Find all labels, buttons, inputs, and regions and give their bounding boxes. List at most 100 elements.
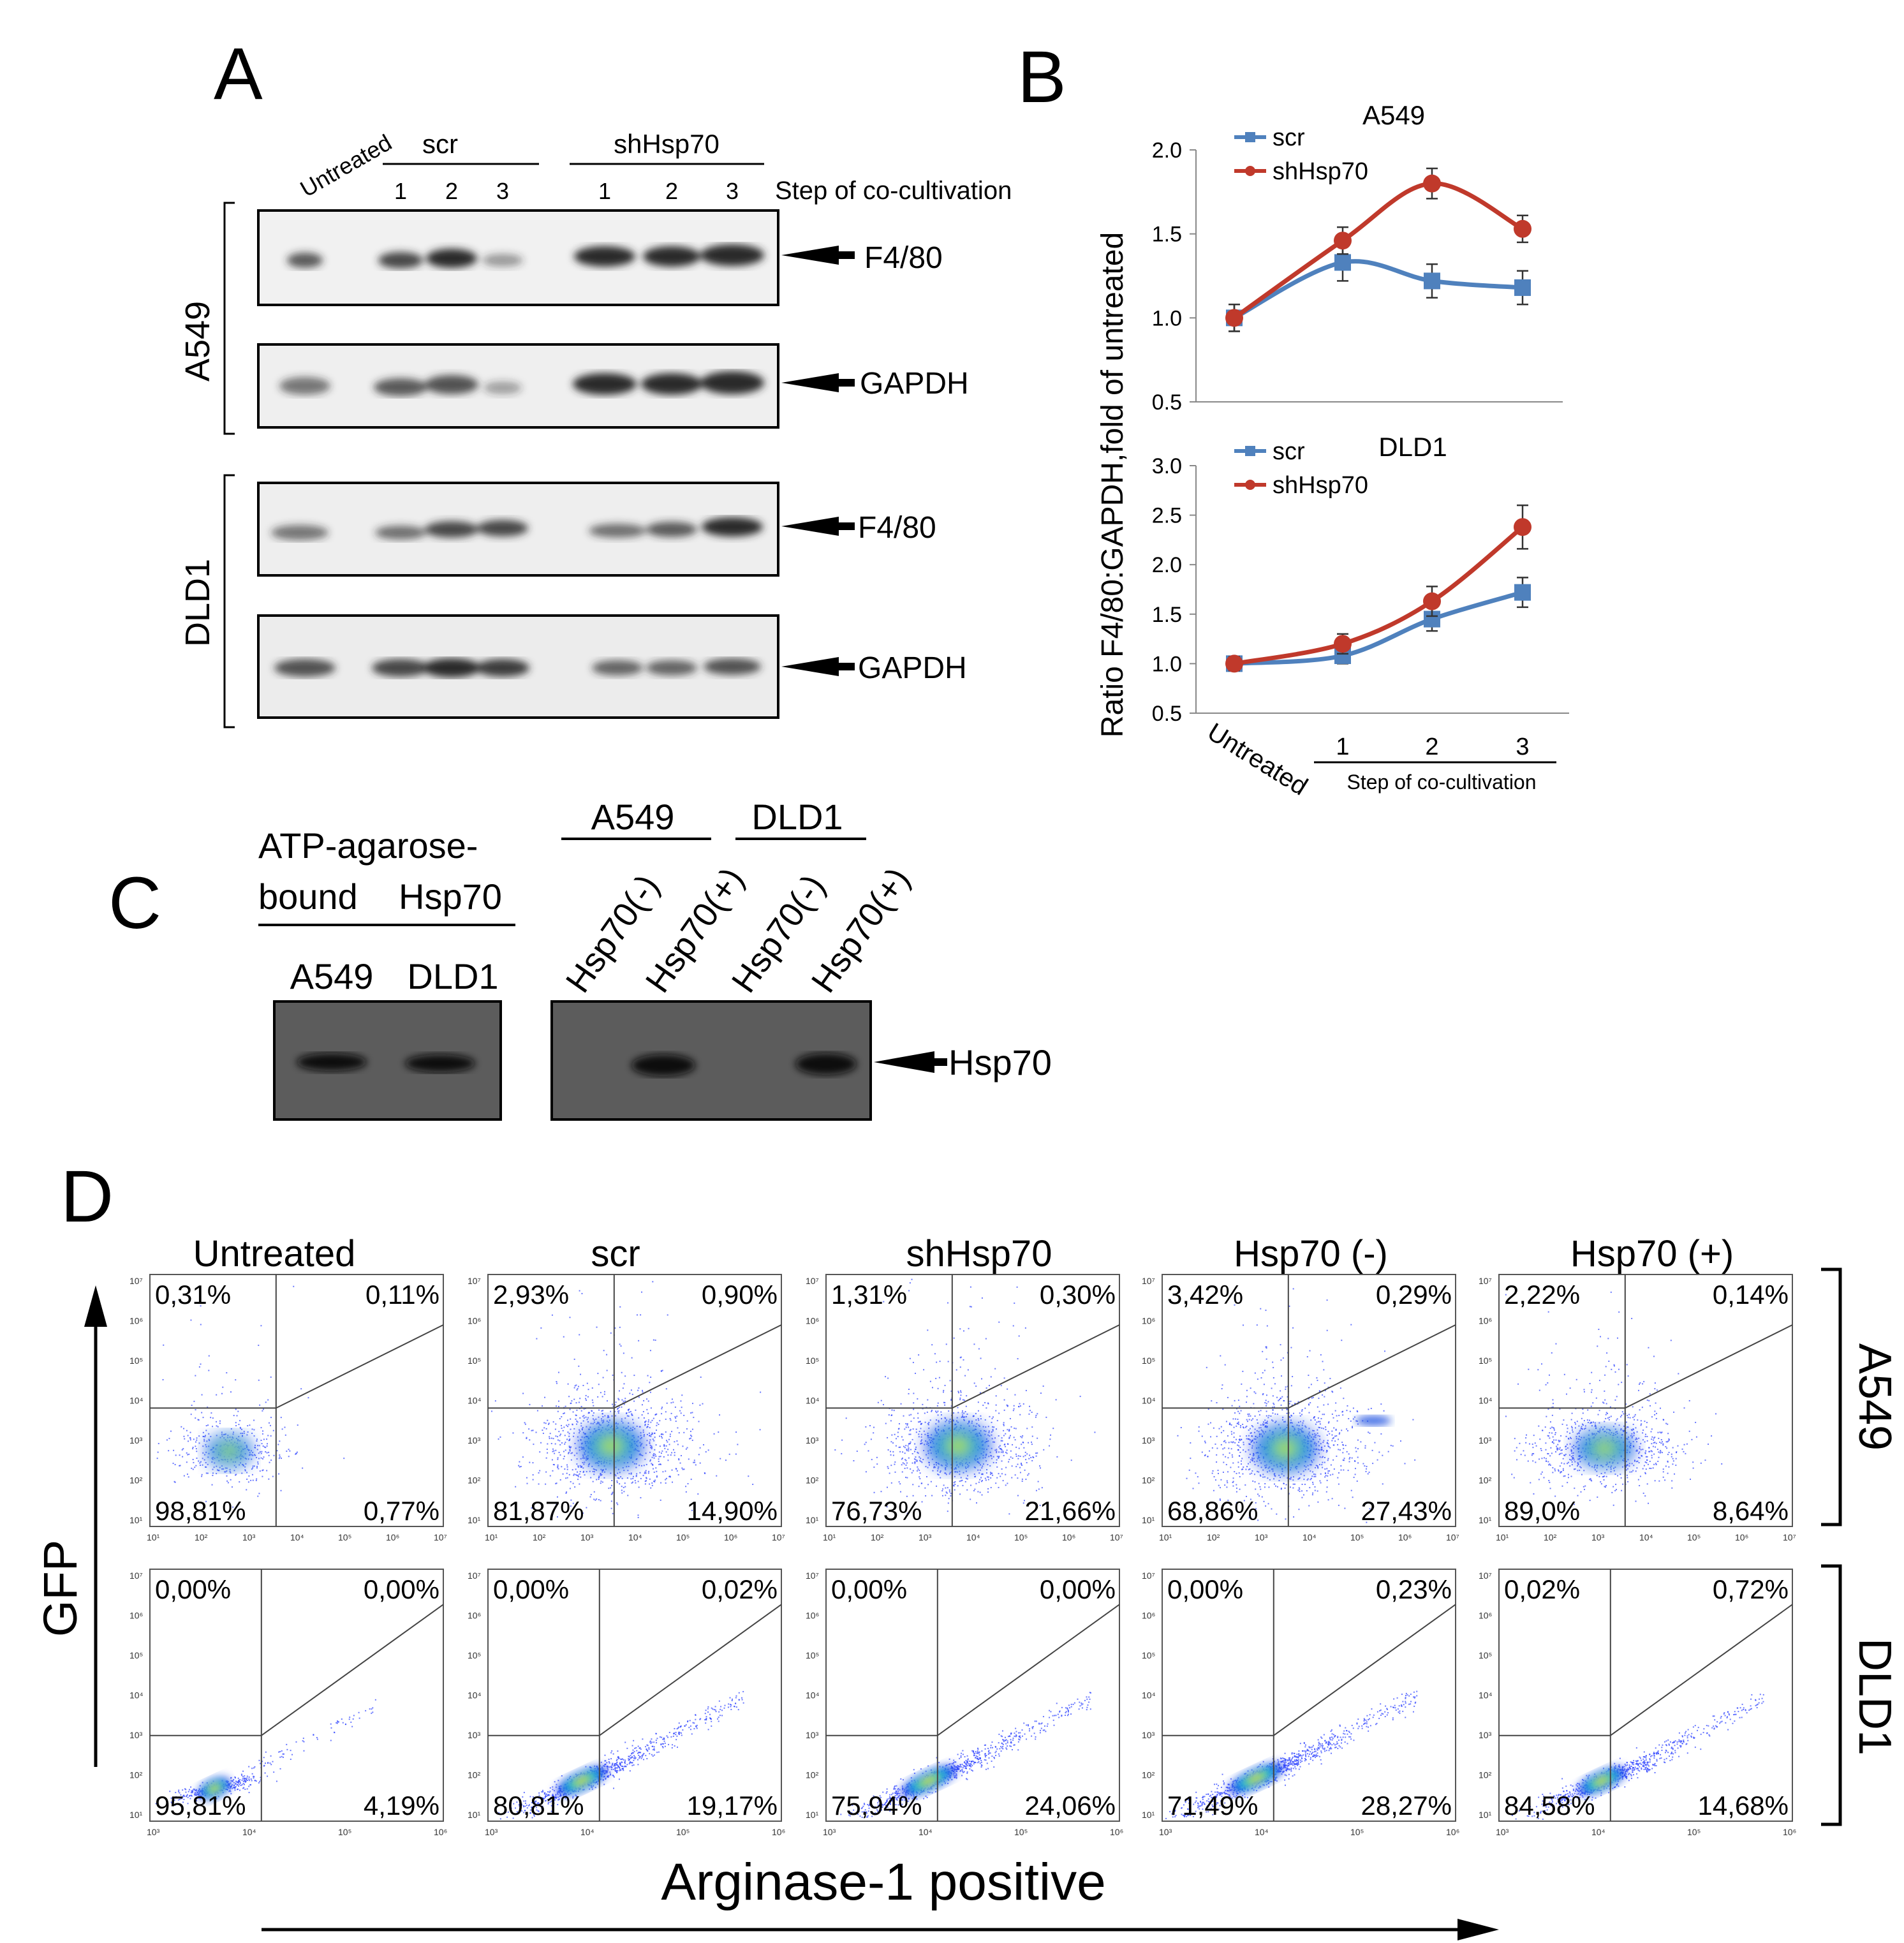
x-tick-label: 10² <box>1544 1532 1557 1542</box>
panel-c: C ATP-agarose- bound Hsp70 A549 DLD1 A54… <box>108 797 1052 1121</box>
flow-plot-dld1-4: 10⁷ 10⁶ 10⁵ 10⁴ 10³ 10² 10¹ 10³ 10⁴ 10⁵ 10⁶ 0,02% 0,… <box>1479 1569 1796 1837</box>
x-tick-label: 10⁶ <box>772 1827 785 1837</box>
x-tick-label: 10³ <box>1496 1827 1509 1837</box>
y-tick-label: 10⁶ <box>806 1611 819 1621</box>
x-tick-label: 10³ <box>823 1827 836 1837</box>
x-tick-label: 10² <box>533 1532 546 1542</box>
x-tick-label: 10¹ <box>1496 1532 1509 1542</box>
quadrant-percent-ur: 0,72% <box>1713 1574 1789 1604</box>
x-tick-label: 10² <box>195 1532 208 1542</box>
x-tick-label: 10⁶ <box>1398 1532 1412 1542</box>
xcat-untreated: Untreated <box>1202 718 1312 801</box>
x-tick-label: 10⁶ <box>1110 1827 1123 1837</box>
flow-plot-dld1-3: 10⁷ 10⁶ 10⁵ 10⁴ 10³ 10² 10¹ 10³ 10⁴ 10⁵ 10⁶ 0,00% 0,… <box>1142 1569 1459 1837</box>
y-tick-label: 10³ <box>1479 1435 1492 1445</box>
y-tick-label: 10⁵ <box>129 1356 143 1366</box>
axis-ticks: 10⁷ 10⁶ 10⁵ 10⁴ 10³ 10² 10¹ 10¹ 10² 10³ 10⁴ 10⁵ 10⁶ 1… <box>1142 1276 1459 1542</box>
x-tick-label: 10⁵ <box>676 1532 690 1542</box>
axis-ticks: 10⁷ 10⁶ 10⁵ 10⁴ 10³ 10² 10¹ 10¹ 10² 10³ 10⁴ 10⁵ 10⁶ 1… <box>1479 1276 1796 1542</box>
quadrant-percent-lr: 24,06% <box>1025 1791 1116 1821</box>
diagonal-gate <box>952 1324 1120 1409</box>
diagonal-gate <box>261 1604 444 1736</box>
legend-scr: scr <box>1273 438 1305 465</box>
quadrant-percent-ul: 1,31% <box>831 1280 907 1310</box>
cell-line-dld1-label: DLD1 <box>179 559 217 647</box>
axis-ticks: 10⁷ 10⁶ 10⁵ 10⁴ 10³ 10² 10¹ 10³ 10⁴ 10⁵ 10⁶ <box>1479 1570 1796 1837</box>
quadrant-percent-ur: 0,00% <box>364 1574 439 1604</box>
quadrant-percent-ll: 80,81% <box>493 1791 584 1821</box>
axis-ticks: 10⁷ 10⁶ 10⁵ 10⁴ 10³ 10² 10¹ 10¹ 10² 10³ 10⁴ 10⁵ 10⁶ 1… <box>806 1276 1123 1542</box>
x-tick-label: 10⁵ <box>1350 1532 1364 1542</box>
x-tick-label: 10⁷ <box>1446 1532 1459 1542</box>
y-tick-label: 10¹ <box>1479 1515 1492 1525</box>
y-tick-label: 10¹ <box>129 1515 143 1525</box>
y-tick-label: 10⁴ <box>1479 1396 1493 1406</box>
y-tick-label: 10⁶ <box>468 1611 481 1621</box>
atp-agarose-hsp70: Hsp70 <box>399 876 502 917</box>
quadrant-percent-ul: 3,42% <box>1167 1280 1243 1310</box>
y-tick-label: 0.5 <box>1152 390 1182 415</box>
x-tick-label: 10³ <box>919 1532 932 1542</box>
y-tick-label: 10⁵ <box>129 1650 143 1660</box>
chart-a549-legend: scr shHsp70 <box>1234 124 1368 185</box>
quadrant-percent-ur: 0,30% <box>1040 1280 1116 1310</box>
chart-dld1-title: DLD1 <box>1378 432 1447 462</box>
group-a549-label: A549 <box>591 797 675 837</box>
chart-dld1-legend: scr shHsp70 <box>1234 438 1368 499</box>
y-tick-label: 10⁴ <box>1142 1690 1156 1701</box>
band-gapdh-label: GAPDH <box>860 367 969 401</box>
arginase-axis-label: Arginase-1 positive <box>661 1853 1105 1911</box>
x-tick-label: 10⁴ <box>290 1532 304 1542</box>
quadrant-percent-lr: 28,27% <box>1361 1791 1452 1821</box>
quadrant-percent-ur: 0,14% <box>1713 1280 1789 1310</box>
x-tick-label: 10⁶ <box>1446 1827 1459 1837</box>
group-dld1-label: DLD1 <box>751 797 843 837</box>
y-tick-label: 10⁷ <box>1142 1276 1155 1286</box>
y-tick-label: 10¹ <box>1142 1810 1155 1820</box>
data-point-scr <box>1514 279 1531 296</box>
y-tick-label: 10⁵ <box>1142 1650 1155 1660</box>
y-tick-label: 10¹ <box>1479 1810 1492 1820</box>
flow-plot-a549-0: 10⁷ 10⁶ 10⁵ 10⁴ 10³ 10² 10¹ 10¹ 10² 10³ 10⁴ 10⁵ 10⁶ 1… <box>129 1274 447 1542</box>
data-point-shHsp70 <box>1334 635 1352 653</box>
group-shhsp70-label: shHsp70 <box>614 129 720 159</box>
quadrant-percent-lr: 21,66% <box>1025 1496 1116 1526</box>
quadrant-percent-ur: 0,02% <box>702 1574 778 1604</box>
quadrant-percent-ul: 0,02% <box>1504 1574 1580 1604</box>
quadrant-percent-lr: 14,68% <box>1698 1791 1789 1821</box>
y-tick-label: 10⁶ <box>129 1316 143 1326</box>
x-tick-label: 10⁷ <box>1783 1532 1796 1542</box>
x-tick-label: 10⁴ <box>966 1532 980 1542</box>
y-tick-label: 10² <box>129 1770 143 1780</box>
x-tick-label: 10³ <box>485 1827 498 1837</box>
x-tick-label: 10³ <box>147 1827 160 1837</box>
axis-ticks: 10⁷ 10⁶ 10⁵ 10⁴ 10³ 10² 10¹ 10¹ 10² 10³ 10⁴ 10⁵ 10⁶ 1… <box>129 1276 447 1542</box>
y-tick-label: 10² <box>806 1475 819 1486</box>
diagonal-gate <box>1625 1324 1793 1409</box>
quadrant-percent-lr: 8,64% <box>1713 1496 1789 1526</box>
y-tick-label: 10⁶ <box>1142 1316 1155 1326</box>
x-tick-label: 10⁵ <box>1350 1827 1364 1837</box>
y-tick-label: 10¹ <box>806 1810 819 1820</box>
blot-hsp70 <box>550 1000 872 1121</box>
quadrant-percent-ul: 0,00% <box>831 1574 907 1604</box>
x-tick-label: 10⁴ <box>1255 1827 1269 1837</box>
x-tick-label: 10⁶ <box>434 1827 447 1837</box>
blot-dld1-gapdh <box>257 614 779 719</box>
flow-plot-dld1-1: 10⁷ 10⁶ 10⁵ 10⁴ 10³ 10² 10¹ 10³ 10⁴ 10⁵ 10⁶ 0,00% 0,… <box>468 1569 785 1837</box>
y-tick-label: 10⁵ <box>468 1356 481 1366</box>
quadrant-percent-ur: 0,11% <box>365 1280 439 1310</box>
y-tick-label: 10⁵ <box>806 1650 819 1660</box>
col-hsp70-neg: Hsp70 (-) <box>1234 1233 1388 1274</box>
y-tick-label: 10³ <box>468 1435 481 1445</box>
x-tick-label: 10⁷ <box>434 1532 447 1542</box>
y-tick-label: 10⁴ <box>806 1396 820 1406</box>
quadrant-percent-ll: 98,81% <box>155 1496 246 1526</box>
y-tick-label: 10³ <box>1142 1730 1155 1740</box>
flow-plot-a549-3: 10⁷ 10⁶ 10⁵ 10⁴ 10³ 10² 10¹ 10¹ 10² 10³ 10⁴ 10⁵ 10⁶ 1… <box>1142 1274 1459 1542</box>
axis-ticks: 10⁷ 10⁶ 10⁵ 10⁴ 10³ 10² 10¹ 10³ 10⁴ 10⁵ 10⁶ <box>1142 1570 1459 1837</box>
y-tick-label: 10⁶ <box>1142 1611 1155 1621</box>
y-tick-label: 1.0 <box>1152 652 1182 676</box>
series-line-scr <box>1234 590 1523 666</box>
axis-ticks: 10⁷ 10⁶ 10⁵ 10⁴ 10³ 10² 10¹ 10³ 10⁴ 10⁵ 10⁶ <box>129 1570 447 1837</box>
